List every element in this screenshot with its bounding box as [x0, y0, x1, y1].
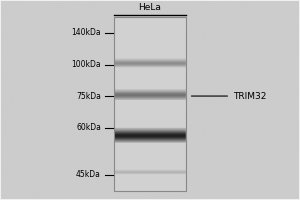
Text: 100kDa: 100kDa [71, 60, 101, 69]
Text: HeLa: HeLa [139, 3, 161, 12]
Text: 140kDa: 140kDa [71, 28, 101, 37]
Text: 45kDa: 45kDa [76, 170, 101, 179]
Text: 75kDa: 75kDa [76, 92, 101, 101]
Text: TRIM32: TRIM32 [233, 92, 267, 101]
Text: 60kDa: 60kDa [76, 123, 101, 132]
